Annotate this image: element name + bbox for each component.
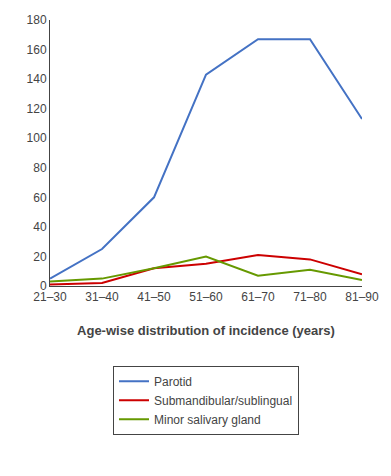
- svg-text:Minor salivary gland: Minor salivary gland: [154, 413, 261, 427]
- svg-text:61–70: 61–70: [241, 290, 275, 304]
- svg-text:20: 20: [33, 250, 47, 264]
- svg-text:100: 100: [27, 131, 47, 145]
- svg-text:71–80: 71–80: [293, 290, 327, 304]
- svg-text:180: 180: [27, 13, 47, 27]
- svg-text:41–50: 41–50: [137, 290, 171, 304]
- svg-text:160: 160: [27, 43, 47, 57]
- svg-text:0: 0: [40, 279, 47, 293]
- svg-text:60: 60: [33, 191, 47, 205]
- svg-text:51–60: 51–60: [189, 290, 223, 304]
- svg-text:Age-wise distribution of incid: Age-wise distribution of incidence (year…: [77, 323, 335, 338]
- svg-text:Parotid: Parotid: [154, 375, 192, 389]
- svg-text:120: 120: [27, 102, 47, 116]
- svg-text:80: 80: [33, 161, 47, 175]
- svg-text:40: 40: [33, 220, 47, 234]
- svg-text:81–90: 81–90: [345, 290, 379, 304]
- svg-text:Submandibular/sublingual: Submandibular/sublingual: [154, 394, 292, 408]
- svg-text:140: 140: [27, 72, 47, 86]
- svg-text:31–40: 31–40: [85, 290, 119, 304]
- svg-text:21–30: 21–30: [33, 290, 67, 304]
